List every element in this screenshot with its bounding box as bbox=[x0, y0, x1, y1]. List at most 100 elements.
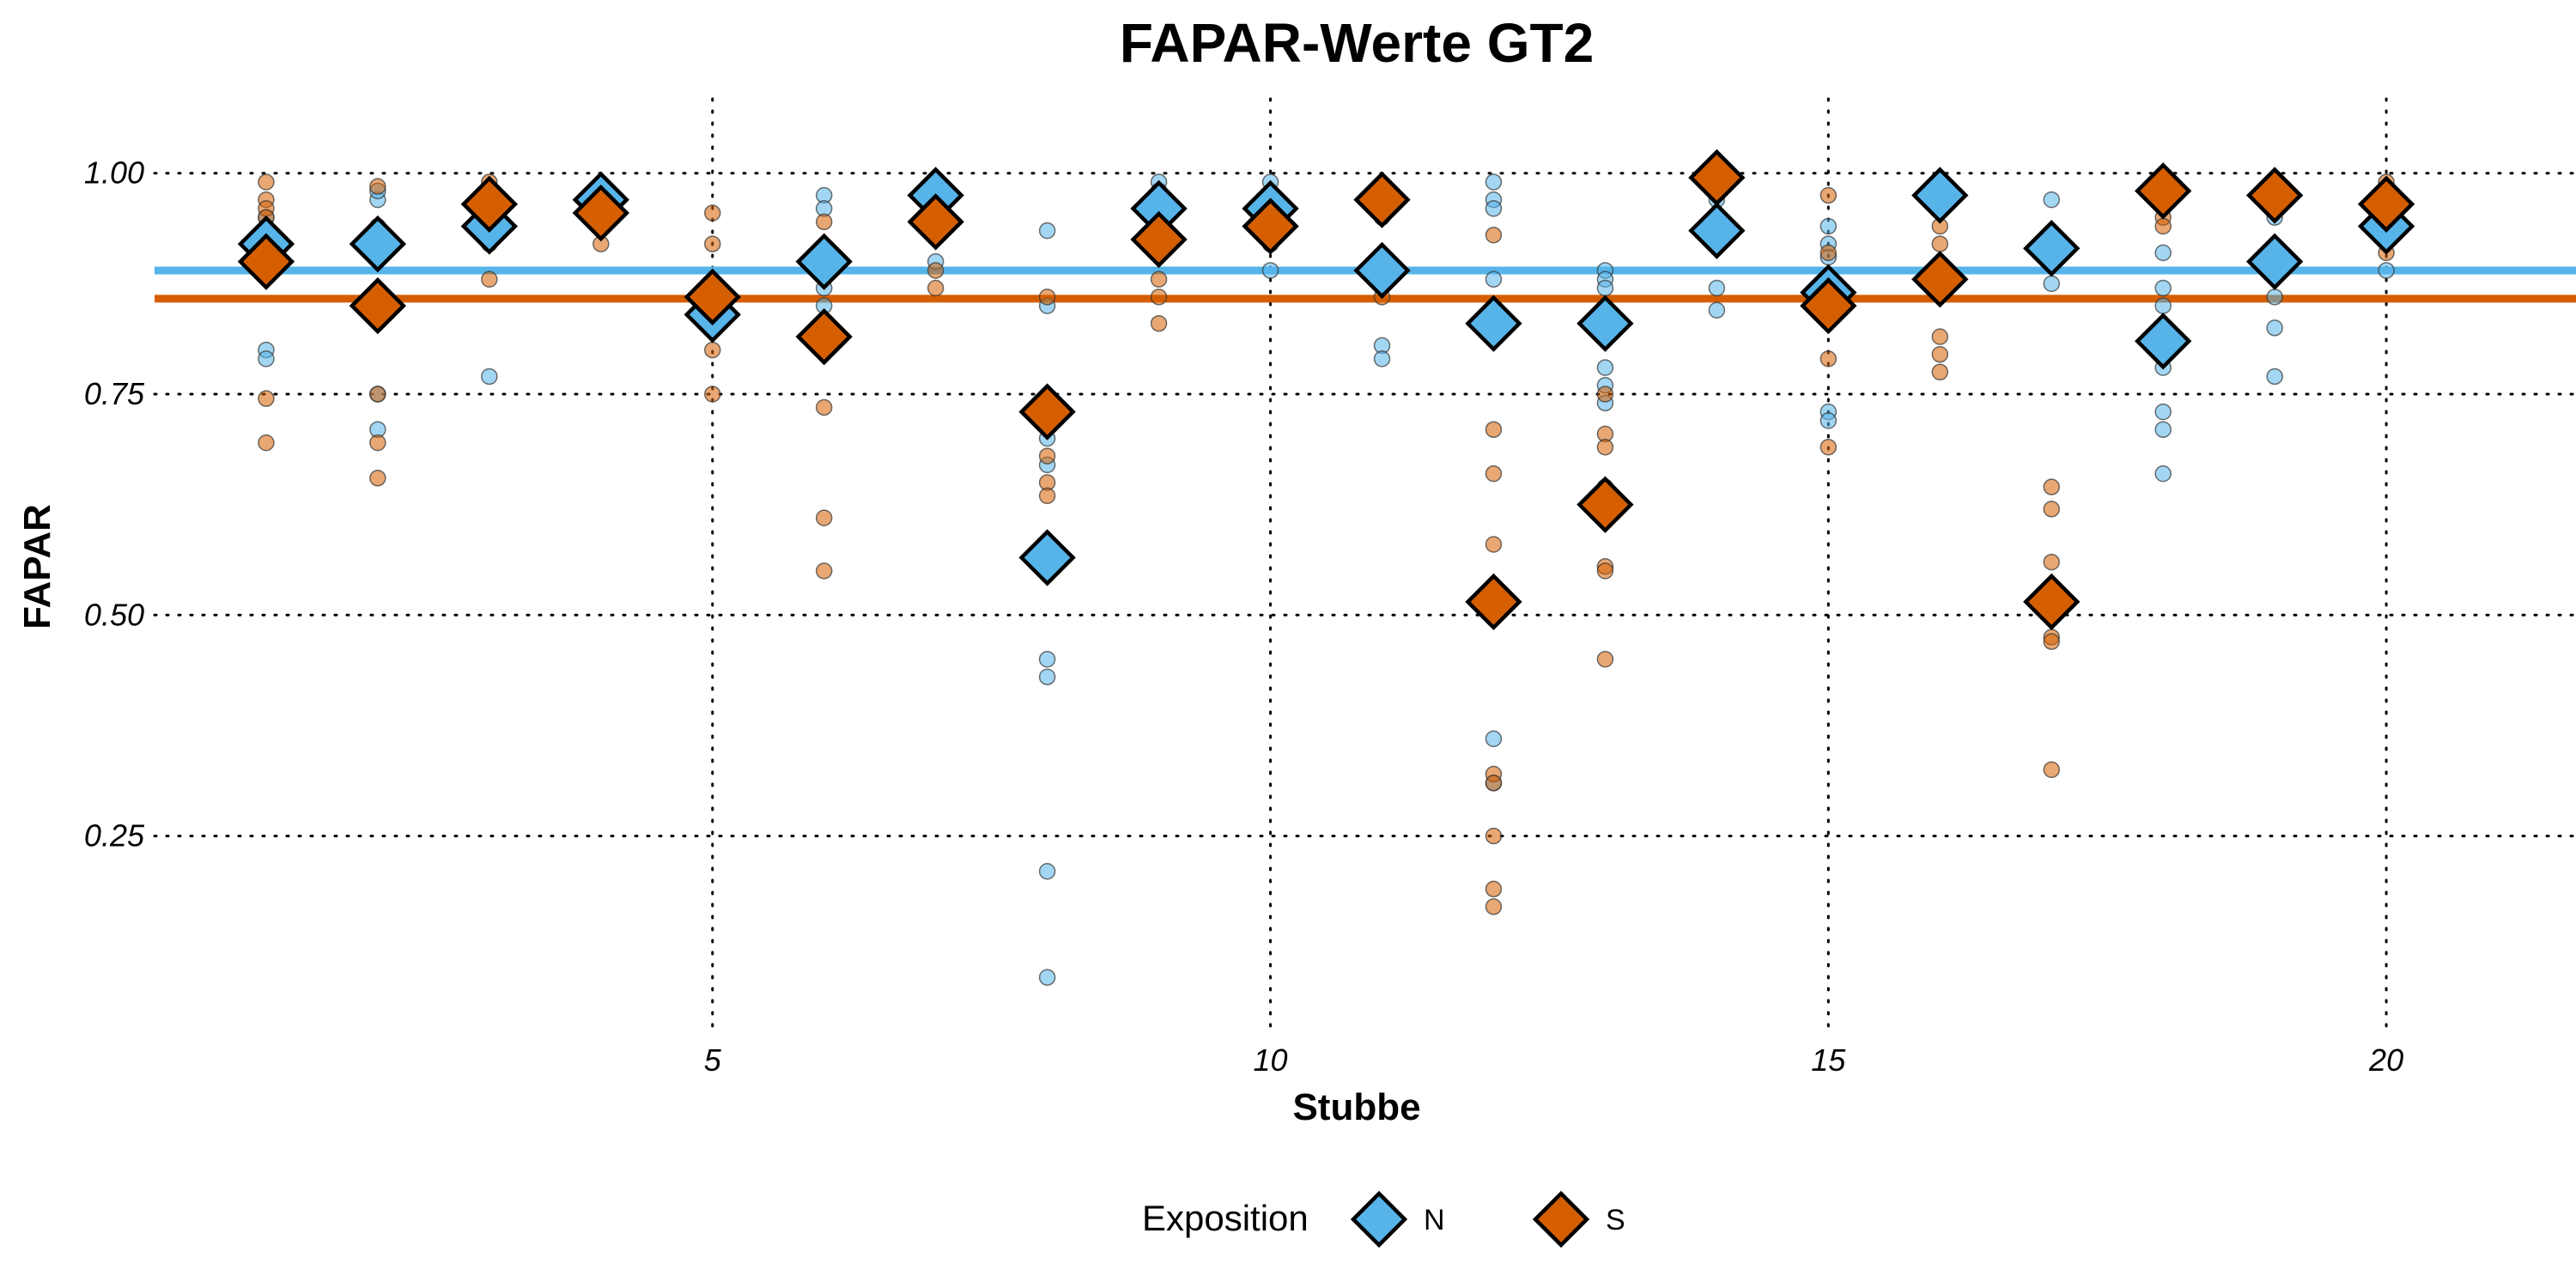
data-point-N bbox=[1485, 200, 1503, 217]
data-point-S bbox=[1038, 487, 1056, 505]
data-point-S bbox=[369, 386, 386, 403]
data-point-S bbox=[815, 509, 833, 526]
mean-marker-S bbox=[460, 175, 519, 233]
data-point-S bbox=[1150, 314, 1168, 332]
data-point-N bbox=[1708, 279, 1726, 297]
mean-marker-S bbox=[1465, 573, 1522, 631]
y-tick-label: 1.00 bbox=[84, 155, 144, 191]
data-point-S bbox=[1485, 465, 1503, 483]
data-point-S bbox=[704, 204, 721, 222]
data-point-N bbox=[2266, 289, 2283, 306]
data-point-S bbox=[1150, 289, 1168, 306]
data-point-N bbox=[2154, 244, 2172, 262]
mean-marker-N bbox=[349, 215, 407, 273]
data-point-N bbox=[1261, 262, 1279, 279]
data-point-S bbox=[1820, 244, 1838, 262]
mean-marker-N bbox=[1911, 167, 1969, 224]
mean-marker-S bbox=[907, 193, 964, 251]
data-point-N bbox=[2043, 275, 2060, 293]
data-point-S bbox=[2043, 633, 2060, 650]
data-point-S bbox=[1596, 386, 1614, 403]
data-point-S bbox=[1596, 651, 1614, 668]
data-point-S bbox=[927, 262, 945, 279]
x-axis-ticks: 5 10 15 20 bbox=[704, 1042, 2403, 1078]
mean-marker-S bbox=[1353, 171, 1411, 228]
data-point-S bbox=[1485, 880, 1503, 898]
data-point-N bbox=[481, 368, 498, 386]
data-point-S bbox=[1485, 536, 1503, 553]
data-point-S bbox=[369, 434, 386, 452]
mean-marker-S bbox=[1242, 197, 1299, 255]
y-tick-label: 0.75 bbox=[84, 376, 145, 411]
grid bbox=[153, 97, 2576, 1032]
mean-marker-N bbox=[1577, 295, 1634, 352]
legend-key-S bbox=[1532, 1190, 1590, 1249]
data-point-N bbox=[2154, 465, 2172, 483]
data-point-N bbox=[2266, 368, 2283, 386]
x-tick-label: 20 bbox=[2368, 1042, 2403, 1078]
data-point-N bbox=[1373, 350, 1391, 368]
data-point-S bbox=[1038, 447, 1056, 465]
data-point-N bbox=[2154, 403, 2172, 421]
y-tick-label: 0.25 bbox=[84, 818, 145, 854]
data-point-S bbox=[258, 173, 275, 191]
legend-label-N: N bbox=[1424, 1204, 1445, 1236]
mean-marker-N bbox=[1018, 529, 1076, 586]
data-point-S bbox=[1038, 289, 1056, 306]
mean-marker-N bbox=[1353, 241, 1411, 300]
data-point-S bbox=[1485, 827, 1503, 845]
data-point-N bbox=[2043, 191, 2060, 209]
mean-marker-S bbox=[683, 268, 741, 326]
data-point-N bbox=[1708, 301, 1726, 319]
legend-key-N bbox=[1350, 1190, 1408, 1249]
data-point-N bbox=[2154, 279, 2172, 297]
mean-marker-S bbox=[237, 233, 295, 290]
data-point-S bbox=[2043, 478, 2060, 495]
data-point-S bbox=[1596, 562, 1614, 580]
data-point-N bbox=[1038, 969, 1056, 987]
legend-title: Exposition bbox=[1142, 1198, 1309, 1238]
data-point-N bbox=[2266, 319, 2283, 337]
data-point-S bbox=[1820, 186, 1838, 204]
data-point-S bbox=[369, 178, 386, 195]
data-point-S bbox=[1931, 363, 1949, 381]
data-point-N bbox=[1038, 222, 1056, 240]
data-point-S bbox=[1820, 439, 1838, 456]
data-point-N bbox=[2154, 421, 2172, 438]
data-point-N bbox=[258, 350, 275, 368]
mean-marker-S bbox=[2357, 175, 2415, 233]
x-axis-title: Stubbe bbox=[1292, 1086, 1420, 1128]
data-point-S bbox=[704, 386, 721, 403]
mean-marker-S bbox=[1130, 210, 1188, 269]
data-point-N bbox=[2378, 262, 2395, 279]
data-point-S bbox=[369, 470, 386, 487]
data-point-S bbox=[1485, 227, 1503, 244]
data-point-S bbox=[258, 434, 275, 452]
mean-marker-N bbox=[795, 233, 853, 290]
data-point-N bbox=[1038, 668, 1056, 686]
mean-marker-S bbox=[795, 307, 853, 366]
data-point-S bbox=[927, 279, 945, 297]
data-point-S bbox=[1150, 270, 1168, 288]
mean-marker-N bbox=[2245, 233, 2304, 290]
data-point-S bbox=[258, 390, 275, 407]
data-point-S bbox=[1931, 345, 1949, 363]
mean-marker-S bbox=[572, 184, 629, 242]
data-point-N bbox=[2154, 297, 2172, 314]
y-tick-label: 0.50 bbox=[84, 597, 144, 632]
data-point-S bbox=[1931, 235, 1949, 252]
data-point-S bbox=[1820, 350, 1838, 368]
mean-marker-N bbox=[2023, 220, 2081, 277]
data-point-S bbox=[1596, 439, 1614, 456]
data-point-S bbox=[1931, 328, 1949, 345]
mean-marker-S bbox=[1018, 383, 1076, 440]
data-point-N bbox=[1485, 730, 1503, 748]
chart-title: FAPAR-Werte GT2 bbox=[1120, 12, 1594, 74]
data-point-N bbox=[1485, 173, 1503, 191]
mean-marker-S bbox=[1577, 476, 1634, 533]
data-point-S bbox=[704, 235, 721, 252]
data-point-S bbox=[1485, 775, 1503, 792]
data-point-S bbox=[815, 213, 833, 231]
data-point-N bbox=[1596, 279, 1614, 297]
